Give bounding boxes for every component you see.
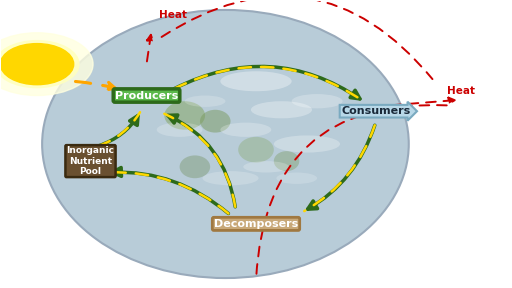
FancyArrowPatch shape <box>98 115 138 146</box>
Ellipse shape <box>220 71 292 91</box>
Text: Decomposers: Decomposers <box>214 219 298 229</box>
Ellipse shape <box>200 110 230 132</box>
Ellipse shape <box>238 137 274 162</box>
Text: Heat: Heat <box>447 86 475 96</box>
FancyArrowPatch shape <box>168 115 235 207</box>
FancyArrowPatch shape <box>162 0 433 79</box>
Ellipse shape <box>276 173 317 184</box>
Text: Producers: Producers <box>115 90 178 101</box>
FancyArrowPatch shape <box>175 67 360 99</box>
FancyArrowPatch shape <box>109 172 228 213</box>
Text: Consumers: Consumers <box>341 106 410 116</box>
FancyArrowPatch shape <box>164 114 235 207</box>
Ellipse shape <box>185 96 225 107</box>
Ellipse shape <box>243 161 289 173</box>
Circle shape <box>1 43 74 85</box>
FancyArrowPatch shape <box>304 125 375 211</box>
FancyArrowPatch shape <box>98 112 140 146</box>
FancyArrowPatch shape <box>113 168 228 213</box>
Ellipse shape <box>274 151 300 171</box>
FancyArrowPatch shape <box>175 67 363 101</box>
Circle shape <box>0 41 79 88</box>
FancyArrowPatch shape <box>147 35 153 61</box>
Circle shape <box>0 33 93 96</box>
Ellipse shape <box>220 123 271 137</box>
Ellipse shape <box>164 101 205 130</box>
Ellipse shape <box>274 135 340 153</box>
FancyArrowPatch shape <box>308 125 375 209</box>
Ellipse shape <box>203 171 259 185</box>
Ellipse shape <box>42 10 409 278</box>
FancyArrowPatch shape <box>75 82 115 90</box>
Ellipse shape <box>157 123 203 137</box>
Ellipse shape <box>292 94 343 108</box>
FancyArrowPatch shape <box>391 98 455 105</box>
FancyArrowPatch shape <box>256 105 447 278</box>
Ellipse shape <box>251 101 312 118</box>
Text: Inorganic
Nutrient
Pool: Inorganic Nutrient Pool <box>67 146 115 176</box>
Ellipse shape <box>180 156 210 178</box>
Text: Heat: Heat <box>159 10 187 20</box>
